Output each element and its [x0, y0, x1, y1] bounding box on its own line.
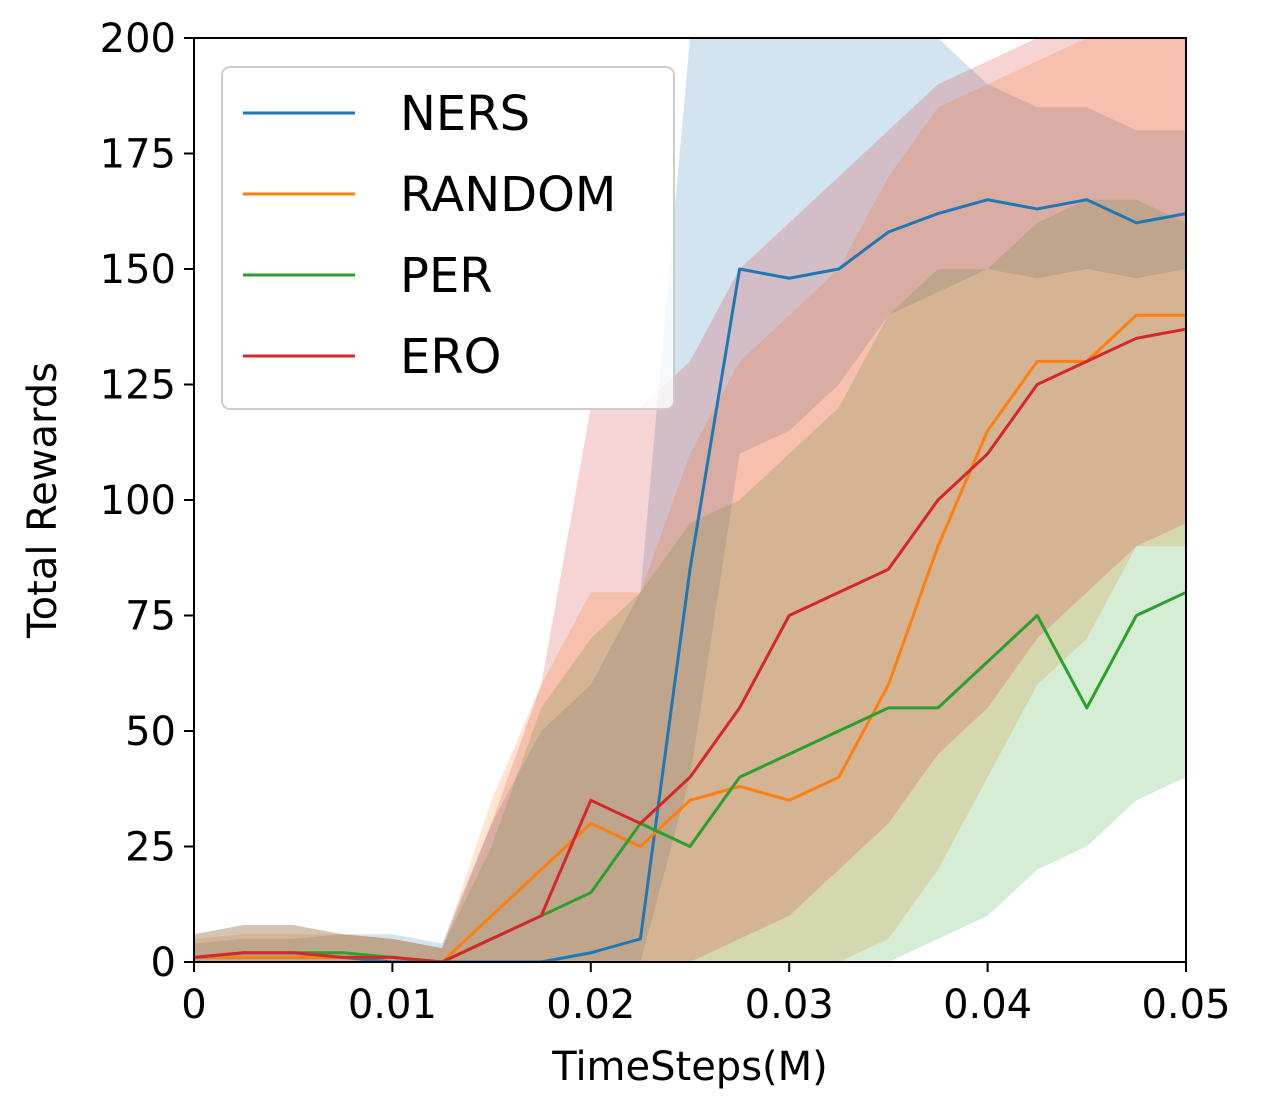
y-tick-label: 75	[125, 594, 176, 640]
y-tick-label: 150	[100, 247, 176, 293]
legend-box	[221, 66, 675, 410]
y-tick-label: 25	[125, 825, 176, 871]
x-tick-label: 0.02	[546, 982, 635, 1028]
y-tick-label: 50	[125, 709, 176, 755]
legend-label-ners: NERS	[400, 86, 530, 142]
x-tick-label: 0.03	[745, 982, 834, 1028]
y-tick-label: 100	[100, 478, 176, 524]
band-random	[194, 38, 1186, 962]
y-tick-label: 175	[100, 132, 176, 178]
y-tick-label: 125	[100, 363, 176, 409]
x-tick-label: 0.04	[943, 982, 1032, 1028]
legend-label-ero: ERO	[400, 329, 501, 385]
x-tick-label: 0	[181, 982, 206, 1028]
band-ners	[194, 38, 1186, 962]
y-tick-label: 200	[100, 16, 176, 62]
confidence-bands	[194, 38, 1186, 962]
x-axis-label: TimeSteps(M)	[551, 1044, 828, 1090]
y-axis: 0 25 50 75 100 125 150 175 200	[100, 16, 194, 986]
x-axis: 0 0.01 0.02 0.03 0.04 0.05	[181, 962, 1231, 1028]
series-lines	[194, 198, 1186, 962]
x-tick-label: 0.01	[348, 982, 437, 1028]
band-ero	[194, 38, 1186, 962]
legend: NERS RANDOM PER ERO	[221, 66, 675, 410]
y-tick-label: 0	[151, 940, 176, 986]
band-per	[194, 199, 1186, 962]
y-axis-label: Total Rewards	[20, 362, 66, 639]
legend-label-random: RANDOM	[400, 167, 616, 223]
legend-label-per: PER	[400, 248, 493, 304]
x-tick-label: 0.05	[1141, 982, 1230, 1028]
